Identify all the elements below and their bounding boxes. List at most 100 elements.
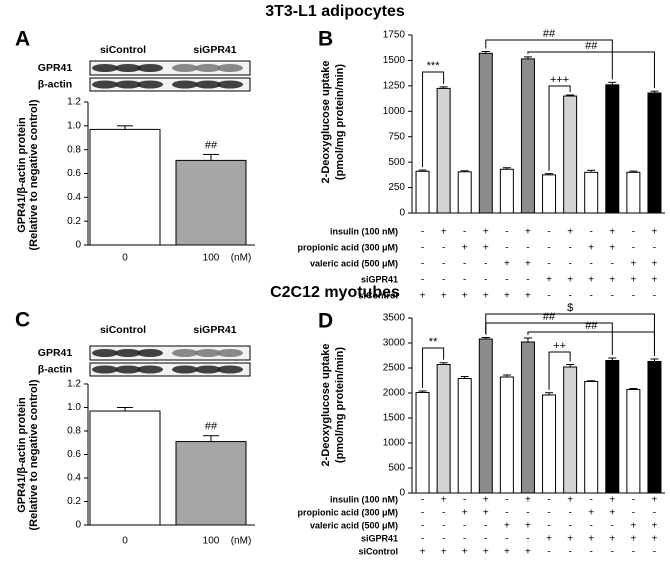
y-tick-label: 1500 xyxy=(383,413,406,424)
treatment-sign: - xyxy=(547,259,550,270)
treatment-sign: - xyxy=(505,243,508,254)
bar xyxy=(584,171,599,214)
y-tick-label: 750 xyxy=(388,131,405,142)
treatment-sign: - xyxy=(547,521,550,532)
y-tick-label: 0 xyxy=(75,240,81,251)
treatment-sign: + xyxy=(546,275,552,286)
blot-band xyxy=(217,365,243,374)
error-bar xyxy=(566,94,575,97)
error-bar xyxy=(650,90,659,93)
y-tick-label: 0.6 xyxy=(67,449,81,460)
bar xyxy=(457,378,472,494)
error-bar xyxy=(629,170,638,173)
annotation: ## xyxy=(205,421,218,433)
y-axis-label: 2-Deoxyglucose uptake xyxy=(320,344,332,467)
bar xyxy=(542,394,557,494)
lane-label: siGPR41 xyxy=(193,324,236,336)
treatment-sign: - xyxy=(463,227,466,238)
treatment-sign: - xyxy=(547,508,550,519)
bar xyxy=(478,338,493,494)
treatment-sign: - xyxy=(526,508,529,519)
blot-band xyxy=(217,80,243,89)
treatment-sign: - xyxy=(632,508,635,519)
bar xyxy=(647,92,662,214)
treatment-sign: + xyxy=(462,243,468,254)
treatment-label: valeric acid (500 μM) xyxy=(310,258,398,268)
treatment-sign: - xyxy=(421,521,424,532)
annotation: *** xyxy=(427,60,441,72)
treatment-sign: - xyxy=(526,243,529,254)
treatment-sign: + xyxy=(441,495,447,506)
treatment-sign: - xyxy=(632,227,635,238)
y-tick-label: 0.4 xyxy=(67,192,81,203)
band-label: β-actin xyxy=(38,363,72,375)
blot-band xyxy=(92,349,118,357)
y-axis-label: (Relative to negative control) xyxy=(28,379,40,530)
treatment-sign: + xyxy=(588,508,594,519)
error-bar xyxy=(523,337,532,342)
error-bar xyxy=(117,407,133,412)
treatment-label: siGPR41 xyxy=(361,274,398,284)
bar xyxy=(605,84,620,214)
bar xyxy=(626,171,641,214)
y-tick-label: 500 xyxy=(388,463,405,474)
treatment-sign: + xyxy=(609,495,615,506)
treatment-sign: + xyxy=(462,508,468,519)
y-tick-label: 3000 xyxy=(383,338,406,349)
y-axis-label: 2-Deoxyglucose uptake xyxy=(320,61,332,184)
treatment-sign: - xyxy=(484,521,487,532)
bar xyxy=(436,87,451,214)
treatment-label: insulin (100 nM) xyxy=(330,494,398,504)
treatment-sign: - xyxy=(484,275,487,286)
treatment-sign: - xyxy=(463,495,466,506)
treatment-sign: - xyxy=(421,534,424,545)
treatment-sign: - xyxy=(590,547,593,558)
band-label: GPR41 xyxy=(38,347,73,359)
treatment-sign: - xyxy=(421,495,424,506)
panel-letter: A xyxy=(15,28,30,51)
blot-band xyxy=(137,80,163,89)
bracket xyxy=(527,51,655,89)
treatment-sign: + xyxy=(567,275,573,286)
bar xyxy=(520,341,535,494)
treatment-sign: - xyxy=(568,547,571,558)
treatment-sign: - xyxy=(505,275,508,286)
y-tick-label: 3500 xyxy=(383,313,406,324)
treatment-sign: - xyxy=(590,495,593,506)
blot-band xyxy=(115,349,141,357)
y-tick-label: 1.2 xyxy=(67,97,81,108)
annotation: ## xyxy=(543,311,556,323)
treatment-sign: + xyxy=(525,227,531,238)
y-tick-label: 0 xyxy=(399,488,405,499)
treatment-sign: - xyxy=(590,227,593,238)
section-title: C2C12 myotubes xyxy=(270,284,400,301)
treatment-sign: + xyxy=(546,534,552,545)
treatment-sign: + xyxy=(420,547,426,558)
bar xyxy=(626,389,641,494)
y-tick-label: 1750 xyxy=(383,30,406,41)
treatment-sign: - xyxy=(568,508,571,519)
blot-band xyxy=(92,365,118,374)
error-bar xyxy=(523,56,532,59)
bracket xyxy=(548,351,571,390)
y-axis-label: (Relative to negative control) xyxy=(28,99,40,250)
bar xyxy=(175,159,247,246)
treatment-sign: - xyxy=(568,291,571,302)
treatment-sign: + xyxy=(609,508,615,519)
section-title: 3T3-L1 adipocytes xyxy=(265,3,405,20)
treatment-sign: + xyxy=(441,291,447,302)
treatment-sign: - xyxy=(547,243,550,254)
treatment-label: siControl xyxy=(359,290,399,300)
treatment-sign: + xyxy=(504,291,510,302)
treatment-sign: - xyxy=(463,521,466,532)
y-axis-label: GPR41/β-actin protein xyxy=(16,397,28,513)
treatment-sign: - xyxy=(442,259,445,270)
error-bar xyxy=(566,364,575,367)
treatment-sign: + xyxy=(630,521,636,532)
treatment-sign: + xyxy=(483,291,489,302)
treatment-sign: - xyxy=(463,259,466,270)
blot-band xyxy=(217,64,243,72)
x-tick-label: 0 xyxy=(122,536,128,547)
annotation: ## xyxy=(543,28,556,40)
